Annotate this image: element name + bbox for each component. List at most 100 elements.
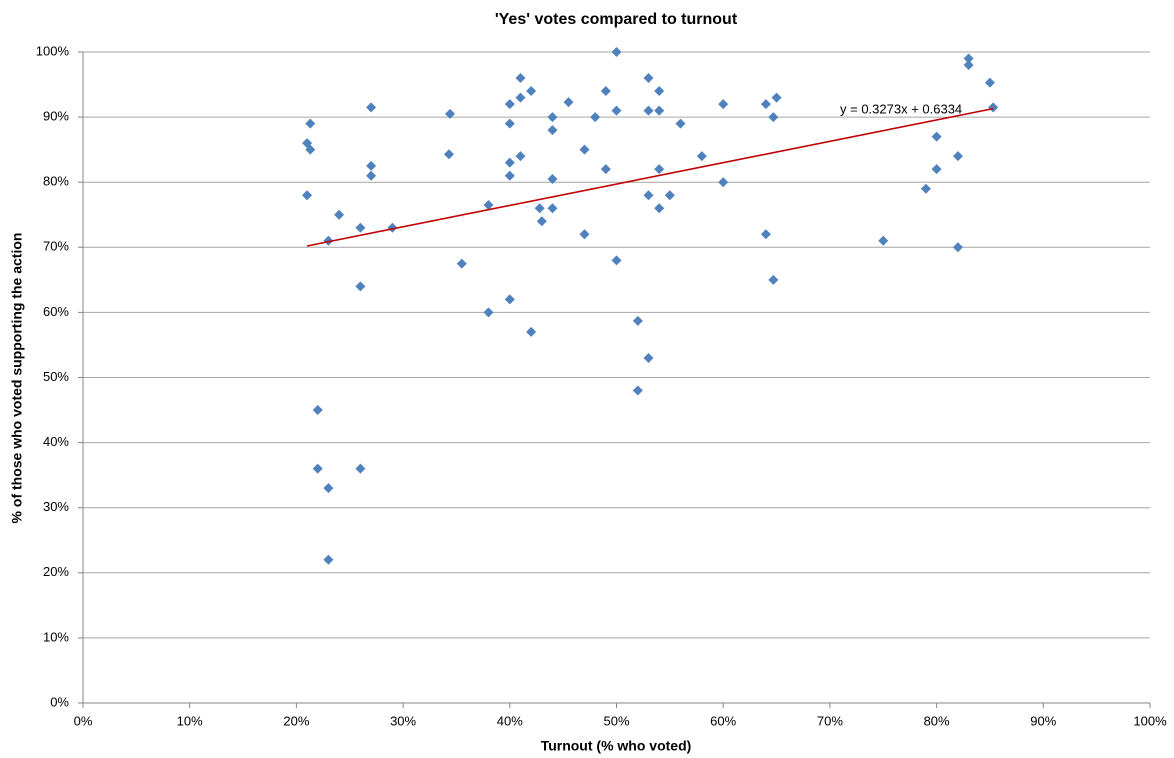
point [600,164,611,175]
point [547,125,558,136]
point [445,108,456,119]
point [355,222,366,233]
point [931,164,942,175]
x-tick-label: 100% [1133,713,1167,728]
point [366,160,377,171]
point [323,235,334,246]
x-tick-label: 40% [497,713,523,728]
point [387,222,398,233]
point [632,385,643,396]
y-tick-label: 90% [43,109,69,124]
point [718,99,729,110]
point [718,177,729,188]
point [952,151,963,162]
point [771,92,782,103]
x-tick-label: 80% [924,713,950,728]
x-tick-label: 30% [390,713,416,728]
point [366,102,377,113]
point [768,274,779,285]
point [643,105,654,116]
point [760,99,771,110]
point [483,307,494,318]
point [302,190,313,201]
point [768,112,779,123]
point [536,216,547,227]
point [963,60,974,71]
point [632,315,643,326]
point [664,190,675,201]
x-axis-title: Turnout (% who voted) [541,738,692,754]
x-tick-label: 10% [177,713,203,728]
point [675,118,686,129]
x-tick-label: 90% [1030,713,1056,728]
point [600,86,611,97]
point [579,229,590,240]
point [334,209,345,220]
y-tick-label: 80% [43,174,69,189]
point [654,86,665,97]
y-tick-label: 60% [43,304,69,319]
point [952,242,963,253]
trendline-label: y = 0.3273x + 0.6334 [840,101,962,116]
point [515,151,526,162]
point [696,151,707,162]
point [611,105,622,116]
point [355,281,366,292]
point [878,235,889,246]
point [654,164,665,175]
point [504,99,515,110]
point [456,258,467,269]
point [312,463,323,474]
point [643,352,654,363]
point [563,97,574,108]
y-tick-label: 30% [43,499,69,514]
point [366,170,377,181]
point [312,405,323,416]
point [984,77,995,88]
point [963,53,974,64]
point [305,118,316,129]
point [443,149,454,160]
y-tick-label: 0% [50,694,69,709]
point [504,157,515,168]
point [547,173,558,184]
point [504,170,515,181]
y-tick-label: 20% [43,564,69,579]
point [611,47,622,57]
point [323,554,334,565]
y-tick-label: 40% [43,434,69,449]
point [526,86,537,97]
y-tick-label: 50% [43,369,69,384]
x-tick-label: 20% [283,713,309,728]
point [547,203,558,214]
y-tick-label: 100% [36,43,70,58]
chart-title: 'Yes' votes compared to turnout [495,11,738,28]
point [760,229,771,240]
point [643,190,654,201]
point [534,203,545,214]
point [515,92,526,103]
point [355,463,366,474]
point [526,326,537,337]
point [323,483,334,494]
y-axis-title: % of those who voted supporting the acti… [9,233,25,524]
point [547,112,558,123]
point [515,73,526,84]
x-tick-label: 50% [603,713,629,728]
point [611,255,622,266]
point [643,73,654,84]
y-tick-label: 10% [43,629,69,644]
x-tick-label: 0% [74,713,93,728]
x-tick-label: 70% [817,713,843,728]
point [504,118,515,129]
point [483,199,494,210]
point [590,112,601,123]
point [931,131,942,142]
point [920,183,931,194]
point [988,102,999,113]
x-tick-label: 60% [710,713,736,728]
point [579,144,590,155]
y-tick-label: 70% [43,239,69,254]
point [504,294,515,305]
